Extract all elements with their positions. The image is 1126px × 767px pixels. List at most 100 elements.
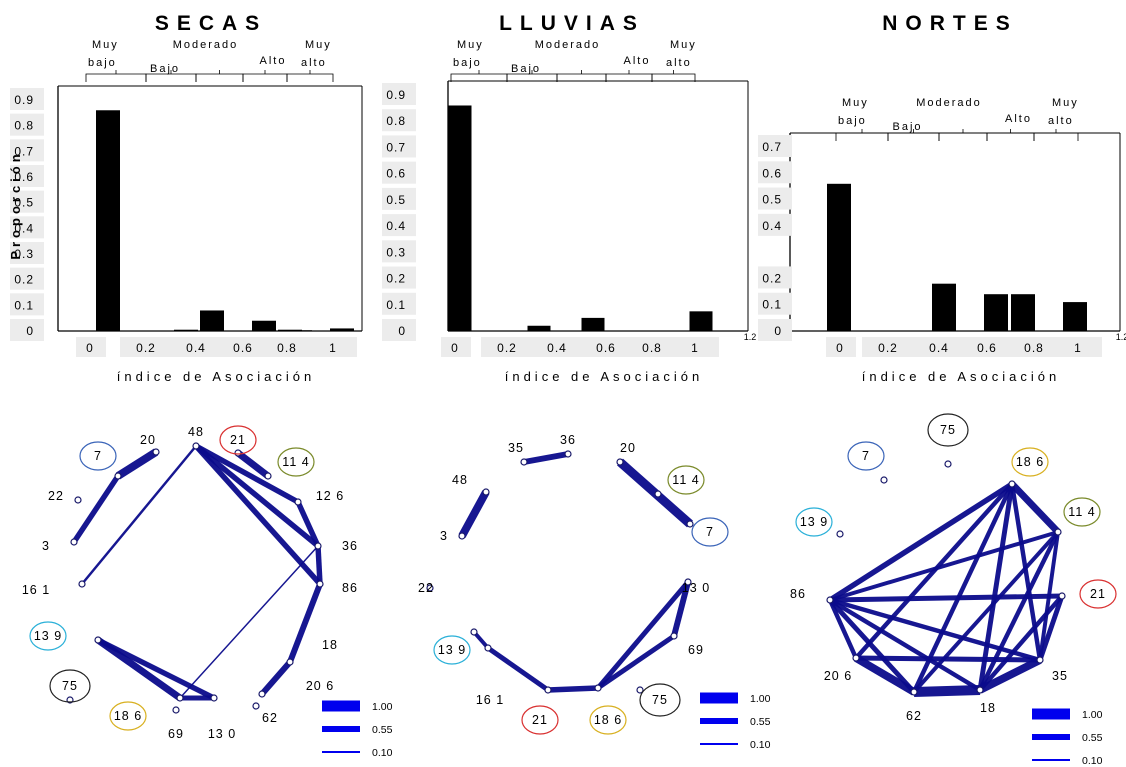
x-tick-box bbox=[862, 337, 1102, 357]
network-node bbox=[252, 702, 260, 710]
node-label: 75 bbox=[940, 423, 956, 437]
node-label-circle bbox=[927, 413, 969, 447]
x-tick-label: 1 bbox=[1074, 341, 1082, 355]
y-tick-label: 0.4 bbox=[762, 219, 782, 233]
network-edge bbox=[458, 490, 490, 538]
network-node bbox=[880, 476, 888, 484]
node-label-circle bbox=[521, 705, 559, 735]
node-label: 3 bbox=[440, 529, 448, 543]
node-label: 18 6 bbox=[1016, 455, 1044, 469]
category-muy-alto-1: Muy bbox=[305, 39, 332, 51]
y-tick-label: 0.5 bbox=[14, 196, 34, 210]
y-tick-box bbox=[382, 214, 416, 237]
network-lluvias: 35 36 20 11 4 48 7 3 22 13 0 13 9 69 16 1 75 21 18 6 1.… bbox=[418, 433, 771, 751]
category-bajo: Bajo bbox=[150, 63, 180, 75]
network-edge bbox=[486, 645, 550, 693]
x-tick-label: 0.6 bbox=[596, 341, 616, 355]
network-node bbox=[210, 694, 218, 702]
node-label: 86 bbox=[790, 587, 806, 601]
node-label-circle bbox=[1011, 447, 1049, 477]
node-label: 7 bbox=[706, 525, 714, 539]
bar bbox=[932, 283, 956, 331]
bar bbox=[1011, 294, 1035, 331]
bar bbox=[200, 310, 224, 331]
network-node bbox=[484, 644, 492, 652]
node-label: 20 bbox=[620, 441, 636, 455]
legend-label: 0.55 bbox=[372, 724, 393, 736]
network-node bbox=[316, 580, 324, 588]
node-label: 21 bbox=[532, 713, 548, 727]
node-label: 21 bbox=[230, 433, 246, 447]
x-tick-label: 0.4 bbox=[547, 341, 567, 355]
x-tick-box bbox=[481, 337, 719, 357]
y-tick-box bbox=[382, 161, 416, 184]
network-edge bbox=[829, 597, 1041, 663]
network-node bbox=[564, 450, 572, 458]
network-node bbox=[1008, 480, 1016, 488]
legend-swatch bbox=[322, 726, 360, 732]
network-node bbox=[826, 596, 834, 604]
legend-label: 1.00 bbox=[750, 693, 771, 705]
y-tick-box bbox=[10, 88, 44, 110]
network-edge bbox=[194, 443, 320, 549]
node-label: 18 6 bbox=[594, 713, 622, 727]
node-label: 13 9 bbox=[34, 629, 62, 643]
category-bajo: Bajo bbox=[511, 63, 541, 75]
y-tick-label: 0 bbox=[26, 324, 34, 338]
network-edge bbox=[978, 594, 1064, 692]
category-moderado: Moderado bbox=[535, 39, 601, 51]
y-tick-box bbox=[382, 83, 416, 105]
category-muy-bajo-1: Muy bbox=[457, 39, 484, 51]
x-tick-label-extra: 1.2 bbox=[1116, 332, 1126, 342]
network-node bbox=[70, 538, 78, 546]
legend-label: 0.10 bbox=[1082, 755, 1103, 767]
node-label: 36 bbox=[342, 539, 358, 553]
y-axis-label: Proporción bbox=[8, 150, 23, 259]
legend-label: 0.55 bbox=[1082, 732, 1103, 744]
network-secas: 20 48 21 11 4 7 22 12 6 3 36 86 16 1 13 9 18 75 20 6 18… bbox=[22, 425, 393, 759]
bar bbox=[252, 320, 276, 331]
node-label: 35 bbox=[1052, 669, 1068, 683]
legend-swatch bbox=[700, 718, 738, 724]
bar bbox=[174, 329, 198, 331]
network-edge bbox=[829, 593, 1063, 603]
node-label-circle bbox=[795, 507, 833, 537]
y-tick-box bbox=[758, 161, 792, 184]
network-edge bbox=[315, 545, 323, 585]
network-node bbox=[470, 628, 478, 636]
network-node bbox=[294, 498, 302, 506]
network-edge bbox=[235, 450, 271, 479]
y-tick-box bbox=[10, 165, 44, 187]
y-tick-box bbox=[758, 266, 792, 289]
y-tick-box bbox=[10, 113, 44, 136]
node-label: 3 bbox=[42, 539, 50, 553]
y-tick-label: 0.4 bbox=[14, 221, 34, 235]
network-node bbox=[234, 449, 242, 457]
y-tick-label: 0.8 bbox=[386, 114, 406, 128]
network-edge bbox=[523, 451, 569, 465]
network-edge bbox=[81, 445, 197, 585]
y-tick-label: 0.8 bbox=[14, 119, 34, 133]
node-label: 13 0 bbox=[208, 727, 236, 741]
network-node bbox=[670, 632, 678, 640]
network-edge bbox=[596, 633, 676, 691]
legend-swatch bbox=[322, 700, 360, 712]
y-tick-label: 0.3 bbox=[386, 245, 406, 259]
network-node bbox=[192, 442, 200, 450]
node-label: 36 bbox=[560, 433, 576, 447]
legend-swatch bbox=[700, 692, 738, 704]
x-tick-label: 0.2 bbox=[136, 341, 156, 355]
y-tick-label: 0.6 bbox=[386, 167, 406, 181]
category-muy-bajo-2: bajo bbox=[838, 115, 867, 127]
bar bbox=[689, 311, 713, 331]
network-edge bbox=[259, 660, 293, 696]
node-label-circle bbox=[277, 447, 315, 477]
legend-swatch bbox=[322, 751, 360, 753]
x-tick-label: 0.2 bbox=[497, 341, 517, 355]
y-tick-label: 0.1 bbox=[762, 298, 782, 312]
bar bbox=[581, 317, 605, 331]
x-tick-box bbox=[441, 337, 471, 357]
bar bbox=[984, 294, 1008, 331]
y-tick-label: 0.5 bbox=[386, 193, 406, 207]
y-tick-box bbox=[758, 292, 792, 315]
